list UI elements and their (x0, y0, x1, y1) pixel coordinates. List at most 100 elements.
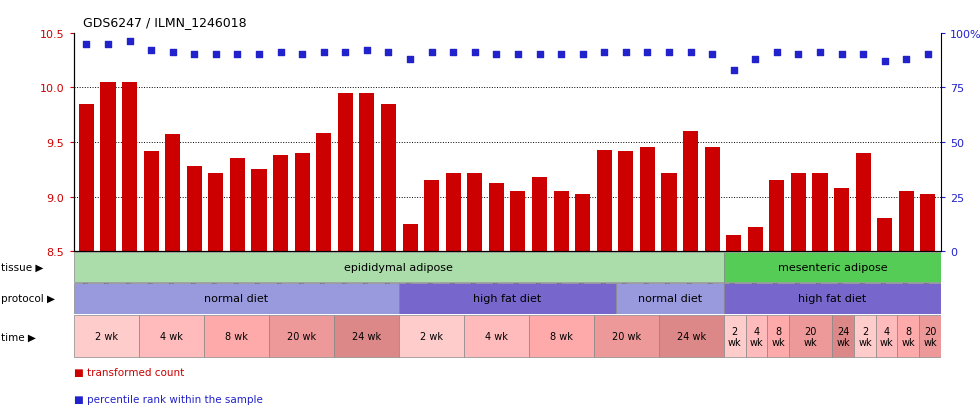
Bar (769, 181, 784, 252)
Text: normal diet: normal diet (204, 294, 269, 304)
Bar (399, 316, 464, 358)
Bar (724, 284, 941, 314)
Bar (898, 316, 919, 358)
Bar (187, 166, 202, 252)
Point (402, 57, 417, 63)
Point (769, 50, 785, 57)
Bar (317, 134, 331, 252)
Bar (724, 252, 941, 282)
Bar (834, 188, 849, 252)
Text: mesenteric adipose: mesenteric adipose (777, 262, 887, 272)
Point (662, 50, 677, 57)
Text: 20
wk: 20 wk (804, 326, 817, 347)
Bar (876, 316, 898, 358)
Bar (529, 316, 594, 358)
Bar (101, 83, 116, 252)
Bar (79, 104, 94, 252)
Bar (122, 83, 137, 252)
Point (423, 50, 439, 57)
Text: normal diet: normal diet (638, 294, 702, 304)
Text: 20
wk: 20 wk (923, 326, 937, 347)
Text: GDS6247 / ILMN_1246018: GDS6247 / ILMN_1246018 (83, 17, 247, 29)
Bar (138, 316, 204, 358)
Bar (209, 173, 223, 252)
Bar (615, 284, 724, 314)
Text: tissue ▶: tissue ▶ (1, 262, 43, 272)
Point (899, 57, 914, 63)
Bar (424, 181, 439, 252)
Text: high fat diet: high fat diet (799, 294, 866, 304)
Point (229, 52, 245, 59)
Point (78, 41, 94, 48)
Text: 24
wk: 24 wk (836, 326, 850, 347)
Point (143, 47, 159, 54)
Bar (269, 316, 333, 358)
Bar (920, 195, 935, 252)
Bar (597, 150, 612, 252)
Bar (166, 135, 180, 252)
Point (532, 52, 548, 59)
Point (251, 52, 267, 59)
Bar (403, 224, 417, 252)
Bar (832, 316, 855, 358)
Bar (554, 192, 568, 252)
Bar (446, 173, 461, 252)
Bar (746, 316, 767, 358)
Point (122, 39, 137, 45)
Text: 24 wk: 24 wk (677, 332, 706, 342)
Bar (640, 148, 655, 252)
Bar (273, 156, 288, 252)
Point (186, 52, 202, 59)
Bar (877, 219, 892, 252)
Point (554, 52, 569, 59)
Point (920, 52, 936, 59)
Text: 2 wk: 2 wk (419, 332, 443, 342)
Text: 8
wk: 8 wk (771, 326, 785, 347)
Point (511, 52, 526, 59)
Bar (252, 170, 267, 252)
Text: protocol ▶: protocol ▶ (1, 294, 55, 304)
Bar (381, 104, 396, 252)
Bar (532, 178, 547, 252)
Text: 2
wk: 2 wk (858, 326, 872, 347)
Text: 4
wk: 4 wk (750, 326, 763, 347)
Point (100, 41, 116, 48)
Bar (594, 316, 659, 358)
Bar (767, 316, 789, 358)
Bar (295, 154, 310, 252)
Point (466, 50, 482, 57)
Point (597, 50, 612, 57)
Text: 24 wk: 24 wk (352, 332, 381, 342)
Bar (726, 235, 741, 252)
Text: 8 wk: 8 wk (224, 332, 248, 342)
Bar (338, 93, 353, 252)
Bar (899, 192, 913, 252)
Text: 8
wk: 8 wk (902, 326, 915, 347)
Point (791, 52, 807, 59)
Point (208, 52, 223, 59)
Bar (467, 173, 482, 252)
Bar (399, 284, 615, 314)
Point (488, 52, 504, 59)
Point (726, 67, 742, 74)
Bar (659, 316, 724, 358)
Point (165, 50, 180, 57)
Bar (464, 316, 529, 358)
Bar (230, 159, 245, 252)
Point (618, 50, 634, 57)
Text: 2
wk: 2 wk (728, 326, 742, 347)
Point (748, 57, 763, 63)
Text: 20 wk: 20 wk (612, 332, 641, 342)
Text: epididymal adipose: epididymal adipose (344, 262, 453, 272)
Point (856, 52, 871, 59)
Point (683, 50, 699, 57)
Bar (511, 192, 525, 252)
Text: 4
wk: 4 wk (880, 326, 894, 347)
Bar (662, 173, 676, 252)
Point (380, 50, 396, 57)
Bar (705, 148, 719, 252)
Bar (333, 316, 399, 358)
Point (359, 47, 374, 54)
Text: ■ transformed count: ■ transformed count (74, 367, 183, 377)
Text: high fat diet: high fat diet (473, 294, 541, 304)
